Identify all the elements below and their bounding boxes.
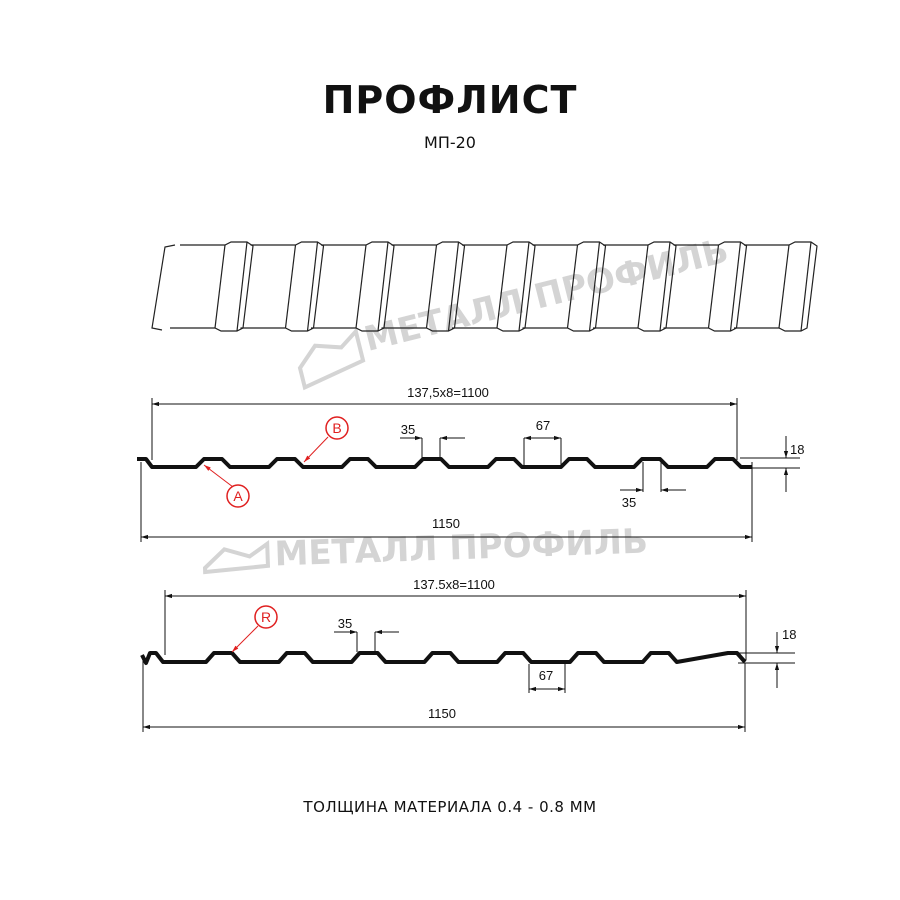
profile-1-line bbox=[137, 457, 752, 469]
sheet-rib-line bbox=[518, 241, 530, 332]
sheet-rib-line bbox=[284, 244, 297, 329]
profile-2: 137.5x8=1100 1150 35 67 18 R bbox=[140, 577, 796, 732]
sheet-rib bbox=[240, 241, 325, 332]
dim-1150: 1150 bbox=[432, 516, 460, 531]
marker-b-label: B bbox=[332, 420, 341, 436]
marker-b-leader bbox=[303, 436, 329, 463]
sheet-rib bbox=[311, 241, 395, 332]
marker-a bbox=[226, 484, 250, 508]
sheet-rib-line bbox=[447, 241, 460, 332]
dim-35-crest: 35 bbox=[338, 616, 352, 631]
watermark-logo-icon bbox=[202, 540, 271, 575]
sheet-rib bbox=[522, 241, 607, 332]
dim-1100: 137,5x8=1100 bbox=[407, 385, 489, 400]
sheet-rib bbox=[452, 241, 536, 332]
sheet-rib-line bbox=[729, 241, 742, 332]
sheet-rib-line bbox=[588, 241, 601, 332]
watermark-2: МЕТАЛЛ ПРОФИЛЬ bbox=[202, 522, 649, 575]
dim-67-trough: 67 bbox=[539, 668, 553, 683]
sheet-rib-line bbox=[306, 241, 319, 332]
page-title: ПРОФЛИСТ bbox=[322, 78, 578, 122]
sheet-rib bbox=[593, 241, 677, 332]
marker-a-label: A bbox=[233, 488, 243, 504]
sheet-rib-line bbox=[236, 241, 248, 332]
model-subtitle: МП-20 bbox=[424, 133, 476, 152]
sheet-edge bbox=[151, 244, 176, 331]
dim-67-trough: 67 bbox=[536, 418, 550, 433]
marker-r bbox=[254, 605, 278, 629]
sheet-rib-line bbox=[425, 244, 438, 329]
marker-r-leader bbox=[231, 625, 259, 653]
marker-r-label: R bbox=[261, 609, 271, 625]
sheet-rib bbox=[663, 241, 748, 332]
dim-35-bottom: 35 bbox=[622, 495, 636, 510]
sheet-3d-view bbox=[151, 241, 818, 332]
dim-18-height: 18 bbox=[782, 627, 796, 642]
dim-18-height: 18 bbox=[790, 442, 804, 457]
marker-b bbox=[325, 416, 349, 440]
sheet-rib-line bbox=[214, 244, 226, 329]
watermark-text: МЕТАЛЛ ПРОФИЛЬ bbox=[274, 522, 649, 575]
sheet-rib-line bbox=[566, 244, 579, 329]
sheet-rib bbox=[381, 241, 466, 332]
sheet-rib-line bbox=[659, 241, 671, 332]
profile-2-line bbox=[140, 651, 747, 665]
sheet-rib-line bbox=[637, 244, 649, 329]
sheet-rib-line bbox=[355, 244, 367, 329]
dim-1150: 1150 bbox=[428, 706, 456, 721]
watermark-text: МЕТАЛЛ ПРОФИЛЬ bbox=[360, 231, 732, 360]
profile-1: 137,5x8=1100 1150 35 67 35 18 B A bbox=[137, 385, 804, 542]
sheet-rib bbox=[734, 241, 818, 332]
watermark-logo-icon bbox=[297, 327, 366, 391]
sheet-rib bbox=[170, 241, 254, 332]
dim-35-crest: 35 bbox=[401, 422, 415, 437]
marker-a-leader bbox=[203, 464, 234, 488]
sheet-rib-line bbox=[707, 244, 720, 329]
sheet-rib-line bbox=[377, 241, 389, 332]
sheet-rib-line bbox=[496, 244, 508, 329]
sheet-rib-line bbox=[800, 241, 812, 332]
dim-1100: 137.5x8=1100 bbox=[413, 577, 495, 592]
material-thickness-note: ТОЛЩИНА МАТЕРИАЛА 0.4 - 0.8 ММ bbox=[303, 798, 597, 816]
sheet-rib-line bbox=[778, 244, 790, 329]
